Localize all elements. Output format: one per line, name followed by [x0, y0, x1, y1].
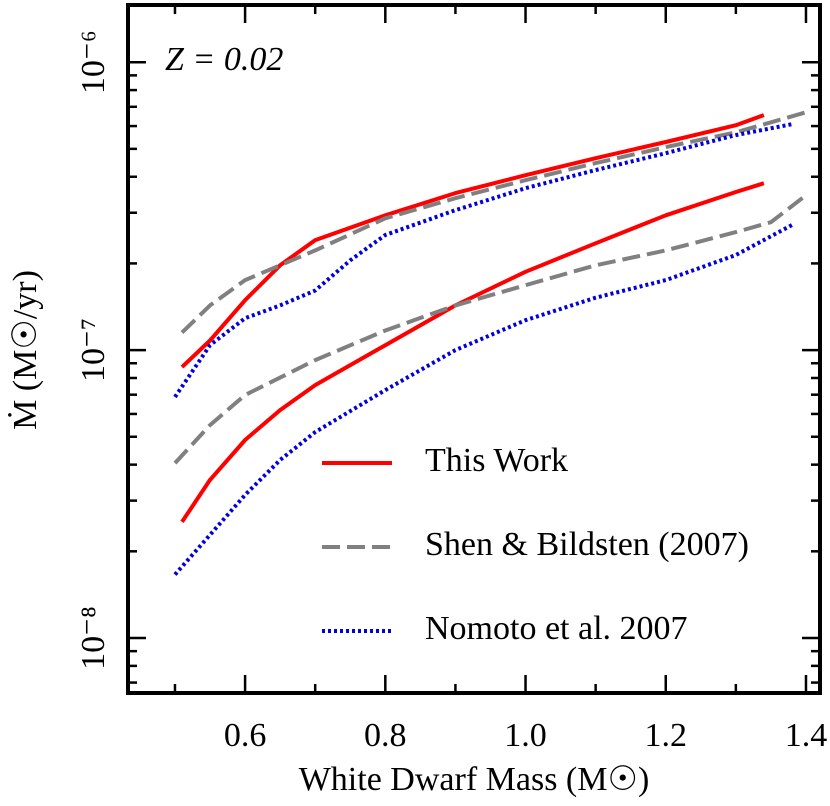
- series-line: [180, 181, 765, 524]
- annotation: Z = 0.02: [165, 41, 283, 78]
- x-axis-label: White Dwarf Mass (M☉): [299, 761, 650, 798]
- legend-label: Shen & Bildsten (2007): [425, 526, 749, 563]
- series-line: [173, 193, 808, 465]
- legend-label: Nomoto et al. 2007: [425, 610, 688, 647]
- series-line: [180, 110, 807, 335]
- series-line: [180, 113, 765, 369]
- y-tick-label: 10⁻⁶: [75, 30, 112, 94]
- x-tick-label: 0.8: [364, 717, 407, 754]
- legend-label: This Work: [425, 442, 568, 479]
- y-tick-label: 10⁻⁷: [75, 318, 112, 382]
- x-tick-label: 1.4: [785, 717, 828, 754]
- plot-frame: [126, 3, 822, 695]
- x-tick-label: 1.0: [504, 717, 547, 754]
- series-line: [173, 223, 793, 576]
- y-tick-label: 10⁻⁸: [75, 606, 112, 670]
- x-tick-label: 0.6: [224, 717, 267, 754]
- series-line: [173, 122, 793, 399]
- y-axis-label: Ṁ (M☉/yr): [7, 270, 44, 430]
- x-tick-label: 1.2: [645, 717, 688, 754]
